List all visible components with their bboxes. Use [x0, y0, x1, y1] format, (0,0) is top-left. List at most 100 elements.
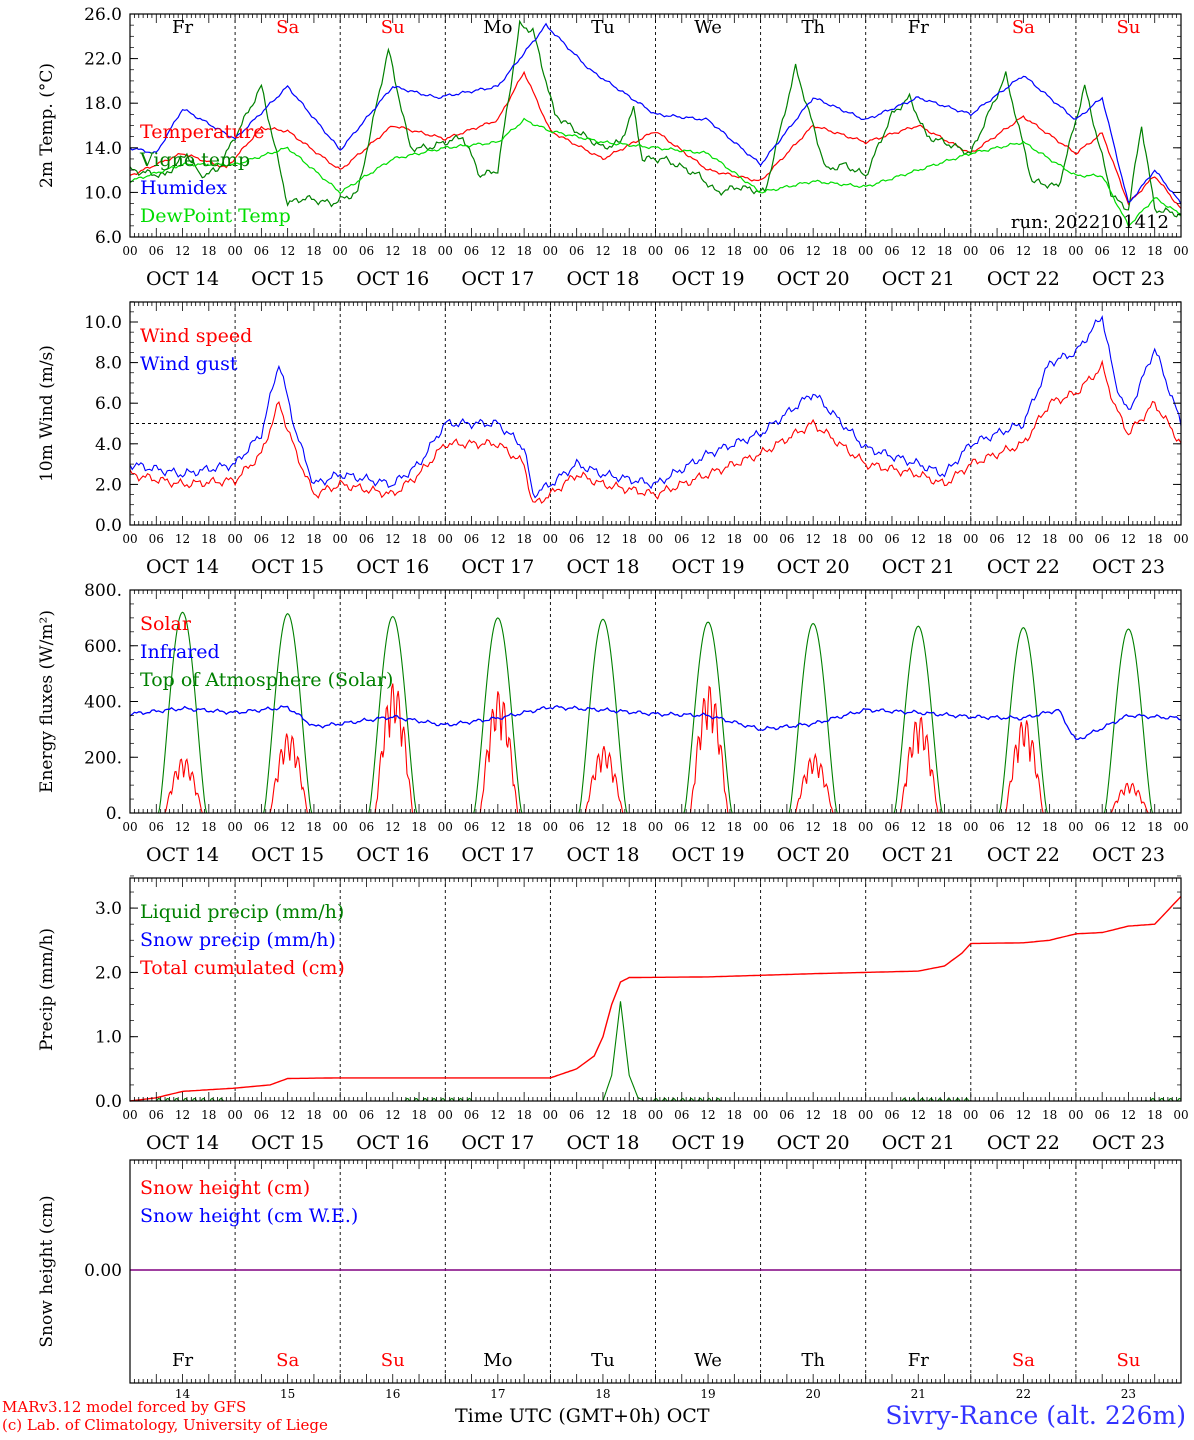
hour-tick-label: 18: [937, 532, 952, 546]
hour-tick-label: 12: [490, 1108, 505, 1122]
hour-tick-label: 06: [254, 1108, 269, 1122]
hour-tick-label: 18: [832, 532, 847, 546]
hour-tick-label: 00: [543, 532, 558, 546]
hour-tick-label: 18: [622, 532, 637, 546]
hour-tick-label: 12: [385, 1108, 400, 1122]
hour-tick-label: 06: [254, 244, 269, 258]
day-name-top: Th: [801, 17, 825, 38]
day-number-label: 14: [175, 1387, 191, 1401]
y-axis-label: Snow height (cm): [37, 1195, 57, 1347]
hour-tick-label: 06: [359, 1108, 374, 1122]
hour-tick-label: 12: [911, 820, 926, 834]
hour-tick-label: 06: [884, 820, 899, 834]
date-label: OCT 22: [987, 268, 1060, 290]
hour-tick-label: 00: [122, 820, 137, 834]
y-tick-label: 8.0: [95, 354, 122, 374]
hour-tick-label: 12: [595, 244, 610, 258]
hour-tick-label: 06: [569, 820, 584, 834]
hour-tick-label: 12: [911, 1108, 926, 1122]
hour-tick-label: 12: [1016, 820, 1031, 834]
date-label: OCT 16: [356, 268, 429, 290]
day-name-bottom: Sa: [276, 1350, 299, 1371]
hour-tick-label: 00: [1173, 820, 1188, 834]
y-tick-label: 600.: [84, 637, 122, 657]
legend-entry: Solar: [140, 613, 192, 635]
y-tick-label: 3.0: [95, 899, 122, 919]
legend-entry: Snow height (cm W.E.): [140, 1205, 358, 1227]
hour-tick-label: 18: [727, 532, 742, 546]
date-label: OCT 23: [1092, 556, 1165, 578]
day-number-label: 17: [490, 1387, 505, 1401]
date-label: OCT 23: [1092, 268, 1165, 290]
temp-series-line: [129, 19, 1182, 218]
date-label: OCT 16: [356, 1132, 429, 1154]
date-label: OCT 14: [146, 268, 219, 290]
y-tick-label: 6.0: [95, 228, 122, 248]
hour-tick-label: 12: [175, 820, 190, 834]
day-name-bottom: Su: [1116, 1350, 1140, 1371]
hour-tick-label: 00: [648, 532, 663, 546]
hour-tick-label: 18: [306, 244, 321, 258]
hour-tick-label: 18: [832, 244, 847, 258]
date-label: OCT 22: [987, 1132, 1060, 1154]
y-axis-label: Energy fluxes (W/m²): [37, 610, 57, 793]
hour-tick-label: 00: [122, 244, 137, 258]
hour-tick-label: 06: [989, 532, 1004, 546]
hour-tick-label: 18: [201, 1108, 216, 1122]
hour-tick-label: 00: [438, 820, 453, 834]
hour-tick-label: 12: [490, 244, 505, 258]
hour-tick-label: 12: [385, 244, 400, 258]
hour-tick-label: 00: [333, 244, 348, 258]
hour-tick-label: 18: [937, 1108, 952, 1122]
y-tick-label: 22.0: [84, 50, 122, 70]
hour-tick-label: 18: [516, 820, 531, 834]
hour-tick-label: 00: [753, 532, 768, 546]
date-label: OCT 19: [672, 1132, 745, 1154]
hour-tick-label: 06: [359, 532, 374, 546]
legend-entry: Total cumulated (cm): [140, 957, 345, 979]
credit-line: (c) Lab. of Climatology, University of L…: [2, 1416, 328, 1434]
day-name-bottom: Tu: [591, 1350, 615, 1371]
hour-tick-label: 06: [884, 244, 899, 258]
hour-tick-label: 12: [385, 820, 400, 834]
hour-tick-label: 12: [490, 532, 505, 546]
hour-tick-label: 00: [1173, 244, 1188, 258]
date-label: OCT 18: [566, 1132, 639, 1154]
hour-tick-label: 00: [1068, 1108, 1083, 1122]
legend-entry: Temperature: [140, 121, 264, 143]
hour-tick-label: 06: [464, 532, 479, 546]
date-label: OCT 18: [566, 556, 639, 578]
hour-tick-label: 00: [753, 244, 768, 258]
date-label: OCT 15: [251, 556, 324, 578]
hour-tick-label: 12: [700, 532, 715, 546]
hour-tick-label: 00: [543, 820, 558, 834]
date-label: OCT 17: [461, 844, 534, 866]
day-name-top: Su: [381, 17, 405, 38]
hour-tick-label: 00: [858, 532, 873, 546]
day-name-top: Sa: [1012, 17, 1035, 38]
hour-tick-label: 12: [175, 244, 190, 258]
hour-tick-label: 12: [1121, 532, 1136, 546]
labels: 2m Temp. (°C) 6.0 10.0 14.0 18.0 22.0 26.0 00 06…: [37, 5, 1189, 1401]
hour-tick-label: 00: [1173, 532, 1188, 546]
hour-tick-label: 18: [201, 532, 216, 546]
date-label: OCT 21: [882, 844, 955, 866]
hour-tick-label: 06: [1095, 1108, 1110, 1122]
legend-entry: Infrared: [140, 641, 220, 663]
y-tick-label: 10.0: [84, 313, 122, 333]
legend-entry: Snow height (cm): [140, 1177, 310, 1199]
y-tick-label: 1.0: [95, 1028, 122, 1048]
date-label: OCT 18: [566, 268, 639, 290]
hour-tick-label: 12: [911, 532, 926, 546]
hour-tick-label: 00: [122, 532, 137, 546]
hour-tick-label: 00: [858, 244, 873, 258]
model-line: MARv3.12 model forced by GFS: [2, 1398, 247, 1416]
hour-tick-label: 06: [254, 820, 269, 834]
hour-tick-label: 06: [359, 244, 374, 258]
hour-tick-label: 18: [727, 1108, 742, 1122]
hour-tick-label: 00: [963, 244, 978, 258]
date-label: OCT 14: [146, 556, 219, 578]
legend-entry: Humidex: [140, 177, 227, 199]
y-tick-label: 0.00: [84, 1261, 122, 1281]
